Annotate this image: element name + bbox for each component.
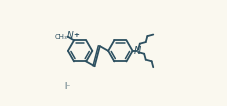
Text: +: + — [73, 32, 79, 38]
Text: CH₃: CH₃ — [54, 34, 67, 40]
Text: I⁻: I⁻ — [65, 82, 71, 91]
Text: N: N — [134, 46, 141, 56]
Text: N: N — [67, 31, 74, 40]
